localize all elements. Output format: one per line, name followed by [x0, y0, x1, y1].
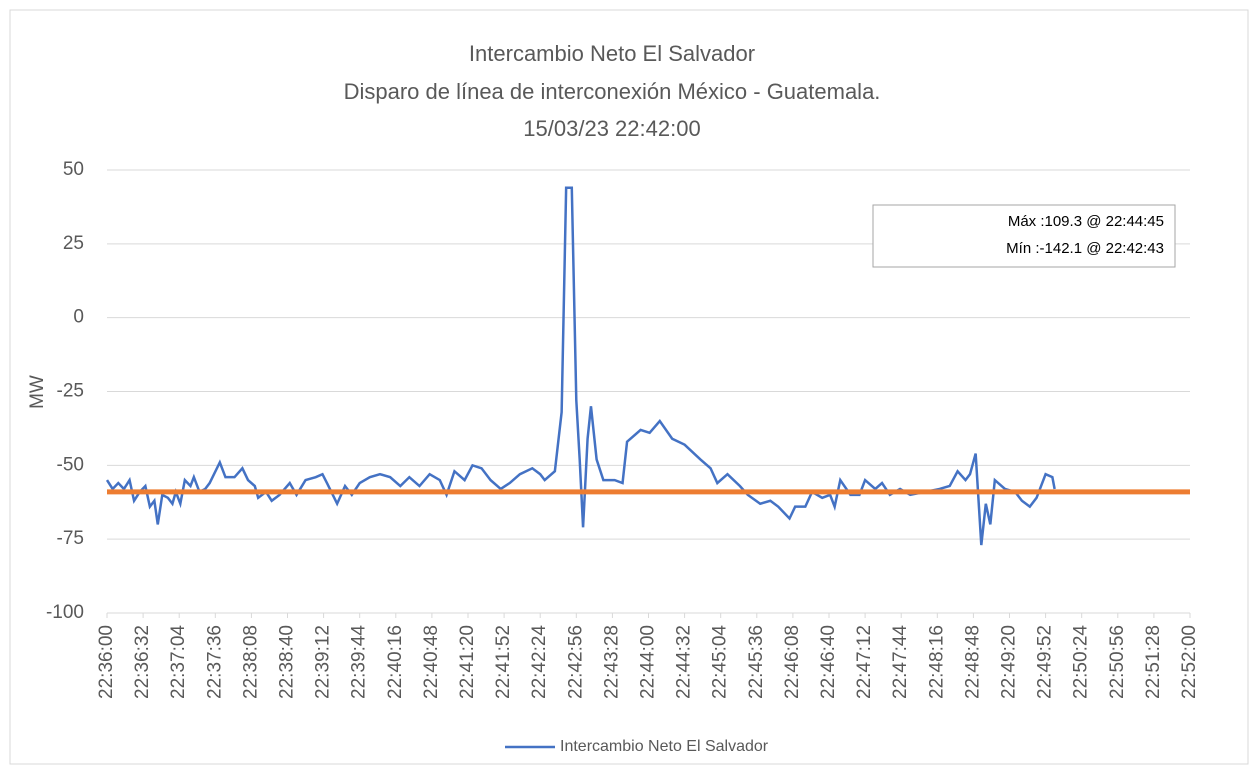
x-tick-label: 22:41:52	[493, 625, 514, 699]
x-tick-label: 22:45:36	[746, 625, 767, 699]
x-tick-label: 22:42:24	[529, 625, 550, 699]
y-tick-label: 25	[63, 233, 84, 254]
x-tick-label: 22:37:04	[168, 625, 189, 699]
x-tick-label: 22:36:00	[96, 625, 117, 699]
annotation-box	[872, 204, 1176, 268]
x-tick-label: 22:50:56	[1107, 625, 1128, 699]
x-tick-label: 22:51:28	[1143, 625, 1164, 699]
x-tick-label: 22:47:12	[854, 625, 875, 699]
chart-title: Intercambio Neto El Salvador	[469, 41, 755, 66]
y-tick-label: 50	[63, 159, 84, 180]
x-tick-label: 22:48:16	[926, 625, 947, 699]
x-tick-label: 22:47:44	[890, 625, 911, 699]
x-tick-label: 22:40:16	[385, 625, 406, 699]
annotation: Máx :109.3 @ 22:44:45	[1008, 213, 1164, 230]
x-tick-label: 22:46:40	[818, 625, 839, 699]
chart-date: 15/03/23 22:42:00	[523, 116, 700, 141]
x-tick-label: 22:39:44	[349, 625, 370, 699]
annotation: Mín :-142.1 @ 22:42:43	[1006, 240, 1164, 257]
legend-label: Intercambio Neto El Salvador	[560, 738, 769, 755]
x-tick-label: 22:41:20	[457, 625, 478, 699]
x-tick-label: 22:46:08	[782, 625, 803, 699]
x-tick-label: 22:42:56	[565, 625, 586, 699]
x-tick-label: 22:48:48	[962, 625, 983, 699]
x-tick-label: 22:40:48	[421, 625, 442, 699]
x-tick-label: 22:39:12	[313, 625, 334, 699]
y-tick-label: -25	[57, 381, 84, 402]
x-tick-label: 22:43:28	[601, 625, 622, 699]
x-tick-label: 22:49:20	[999, 625, 1020, 699]
y-axis-label: MW	[27, 375, 48, 409]
x-tick-label: 22:45:04	[710, 625, 731, 699]
x-tick-label: 22:50:24	[1071, 625, 1092, 699]
x-tick-label: 22:44:32	[674, 625, 695, 699]
x-tick-label: 22:36:32	[132, 625, 153, 699]
x-tick-label: 22:37:36	[204, 625, 225, 699]
y-tick-label: 0	[73, 307, 84, 328]
y-tick-label: -100	[46, 602, 84, 623]
y-tick-label: -75	[57, 528, 84, 549]
x-tick-label: 22:52:00	[1179, 625, 1200, 699]
y-tick-label: -50	[57, 454, 84, 475]
chart-frame	[9, 9, 1249, 765]
x-tick-label: 22:38:40	[277, 625, 298, 699]
chart-subtitle: Disparo de línea de interconexión México…	[344, 79, 881, 104]
x-tick-label: 22:38:08	[240, 625, 261, 699]
x-tick-label: 22:44:00	[638, 625, 659, 699]
x-tick-label: 22:49:52	[1035, 625, 1056, 699]
